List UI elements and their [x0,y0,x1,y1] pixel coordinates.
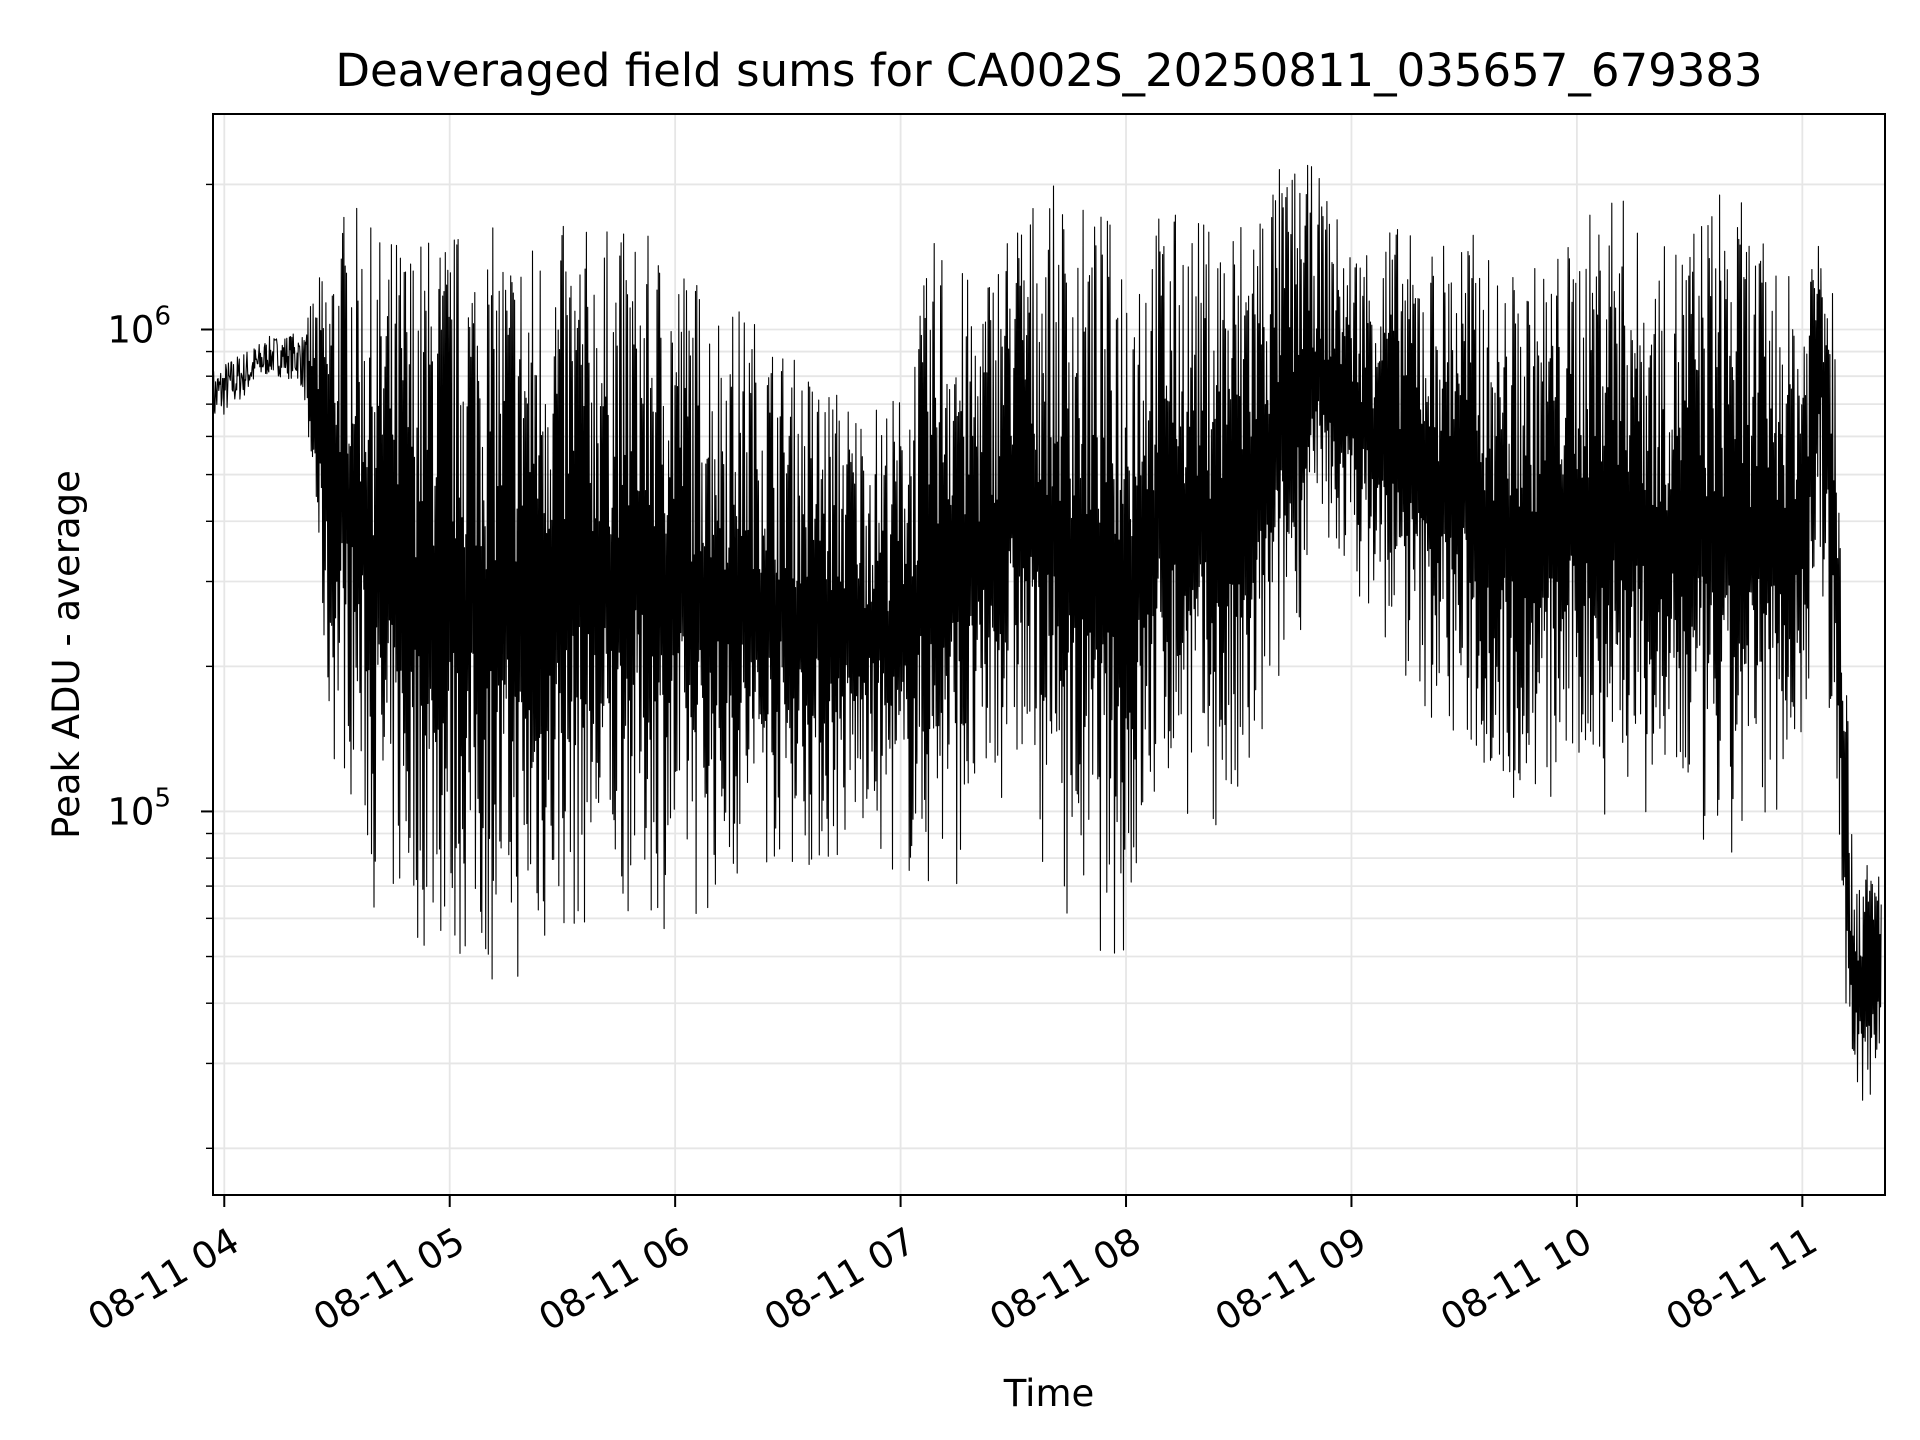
plot-frame [212,113,1886,1196]
x-axis-label: Time [1003,1372,1095,1415]
y-tick-base: 10 [107,309,154,352]
chart-title: Deaveraged field sums for CA002S_2025081… [335,44,1762,97]
y-tick-exponent: 5 [154,783,171,813]
y-tick-base: 10 [107,790,154,833]
y-tick-label: 105 [107,783,171,833]
data-series-line [212,164,1882,1101]
y-tick-label: 106 [107,302,171,352]
y-axis-label: Peak ADU - average [45,470,88,839]
y-tick-exponent: 6 [154,302,171,332]
